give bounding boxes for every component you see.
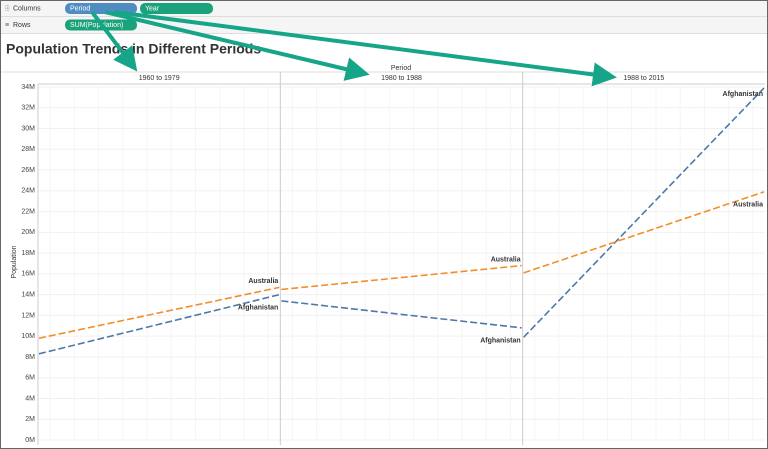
series-label: Afghanistan — [723, 91, 763, 98]
pill-label[interactable]: Year — [145, 5, 160, 12]
pill-label[interactable]: Period — [70, 5, 90, 12]
y-tick-label: 34M — [21, 84, 35, 91]
y-tick-label: 32M — [21, 105, 35, 112]
series-label: Australia — [491, 256, 521, 263]
series-label: Afghanistan — [480, 338, 520, 345]
y-tick-label: 4M — [25, 395, 35, 402]
shelf-label: Rows — [13, 22, 31, 29]
series-line — [38, 293, 280, 355]
y-tick-label: 16M — [21, 271, 35, 278]
column-header: Period — [391, 65, 411, 72]
chart-title: Population Trends in Different Periods — [6, 41, 261, 57]
y-tick-label: 12M — [21, 312, 35, 319]
series-line — [281, 300, 522, 329]
y-tick-label: 30M — [21, 125, 35, 132]
y-tick-label: 2M — [25, 416, 35, 423]
series-label: Afghanistan — [238, 304, 278, 311]
series-label: Australia — [248, 278, 278, 285]
svg-text:⦙⦙⦙: ⦙⦙⦙ — [5, 4, 10, 12]
series-label: Australia — [733, 202, 763, 209]
y-tick-label: 14M — [21, 291, 35, 298]
y-tick-label: 18M — [21, 250, 35, 257]
series-line — [281, 264, 522, 291]
y-axis-title: Population — [11, 245, 18, 278]
y-tick-label: 22M — [21, 208, 35, 215]
pill[interactable] — [140, 3, 213, 14]
annotation-arrows — [90, 10, 617, 87]
pill-label[interactable]: SUM(Population) — [70, 22, 123, 29]
shelf-label: Columns — [13, 5, 41, 12]
y-tick-label: 8M — [25, 354, 35, 361]
series-line — [38, 286, 280, 340]
panel-header: 1988 to 2015 — [623, 75, 664, 82]
panel-header: 1980 to 1988 — [381, 75, 422, 82]
y-tick-label: 20M — [21, 229, 35, 236]
panel-header: 1960 to 1979 — [139, 75, 180, 82]
series-line — [523, 191, 765, 274]
y-tick-label: 28M — [21, 146, 35, 153]
y-tick-label: 0M — [25, 437, 35, 444]
y-tick-label: 6M — [25, 375, 35, 382]
y-tick-label: 26M — [21, 167, 35, 174]
y-tick-label: 10M — [21, 333, 35, 340]
y-tick-label: 24M — [21, 188, 35, 195]
series-line — [523, 87, 765, 338]
svg-text:≡: ≡ — [5, 22, 9, 29]
